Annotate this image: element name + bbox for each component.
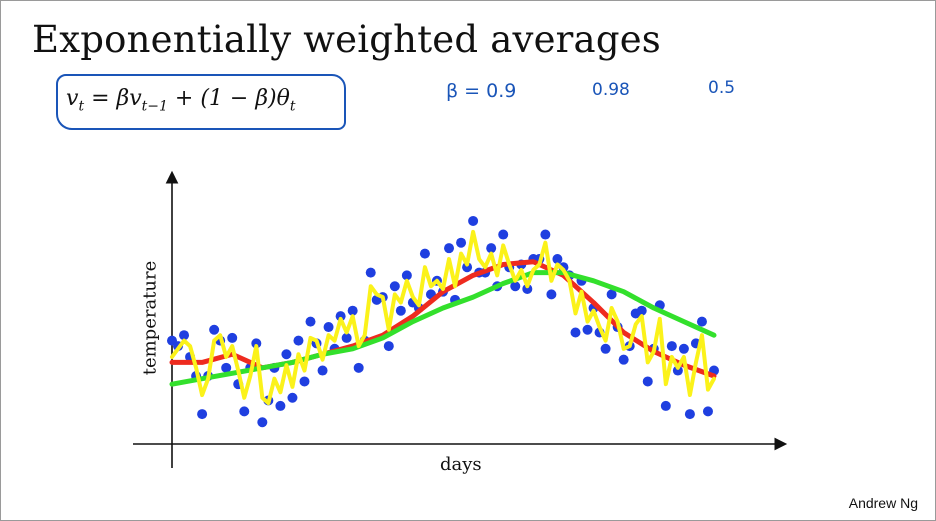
formula-v-prev: v [129,86,142,111]
theta-point [684,409,695,420]
line-beta-0-98 [169,270,717,387]
theta-point [672,365,683,376]
theta-point [305,316,316,327]
theta-point [510,281,521,292]
theta-point [347,305,358,316]
theta-point [227,332,238,343]
theta-point [642,376,653,387]
y-axis-label: temperature [139,260,161,376]
formula-eq: = β [84,86,130,111]
theta-point [209,324,220,335]
theta-point [660,400,671,411]
x-axis-label: days [440,454,482,475]
beta-note-0-9: β = 0.9 [446,80,517,102]
theta-point [323,322,334,333]
theta-point [251,338,262,349]
formula-sub-theta-t: t [289,98,296,115]
theta-point [293,335,304,346]
theta-point [239,406,250,417]
theta-point [600,343,611,354]
theta-point [401,270,412,281]
theta-point [540,229,551,240]
theta-point [570,327,581,338]
theta-point [618,354,629,365]
theta-point [462,262,473,273]
theta-point [395,305,406,316]
theta-point [221,362,232,373]
theta-point [606,289,617,300]
theta-point [666,341,677,352]
theta-point [383,341,394,352]
theta-point [275,400,286,411]
formula-sub-t: t [78,98,85,115]
theta-point [486,243,497,254]
theta-point [498,229,509,240]
theta-point [419,248,430,259]
formula-v: v [66,86,79,111]
author-credit: Andrew Ng [848,495,918,511]
theta-point [353,362,364,373]
theta-point [287,392,298,403]
beta-note-0-98: 0.98 [592,80,630,100]
theta-point [702,406,713,417]
formula-rest: + (1 − β)θ [167,86,290,111]
theta-point [299,376,310,387]
theta-point [456,237,467,248]
formula-box [56,74,346,130]
theta-point [281,349,292,360]
theta-point [341,332,352,343]
theta-point [546,289,557,300]
theta-point [335,311,346,322]
theta-point [522,283,533,294]
beta-note-0-5: 0.5 [708,78,736,98]
theta-point [696,316,707,327]
average-lines [169,229,717,406]
theta-point [636,305,647,316]
line-beta-0-5 [170,229,716,406]
formula-sub-prev: t−1 [141,98,168,115]
theta-point [257,417,268,428]
theta-point [317,365,328,376]
theta-point [389,281,400,292]
theta-point [365,267,376,278]
theta-point [678,343,689,354]
theta-point [552,254,563,265]
theta-point [197,409,208,420]
theta-point [179,330,190,341]
theta-point [582,324,593,335]
ewa-formula: vt = βvt−1 + (1 − β)θt [66,86,296,114]
theta-point [468,215,479,226]
theta-point [444,243,455,254]
slide-title: Exponentially weighted averages [32,18,661,61]
